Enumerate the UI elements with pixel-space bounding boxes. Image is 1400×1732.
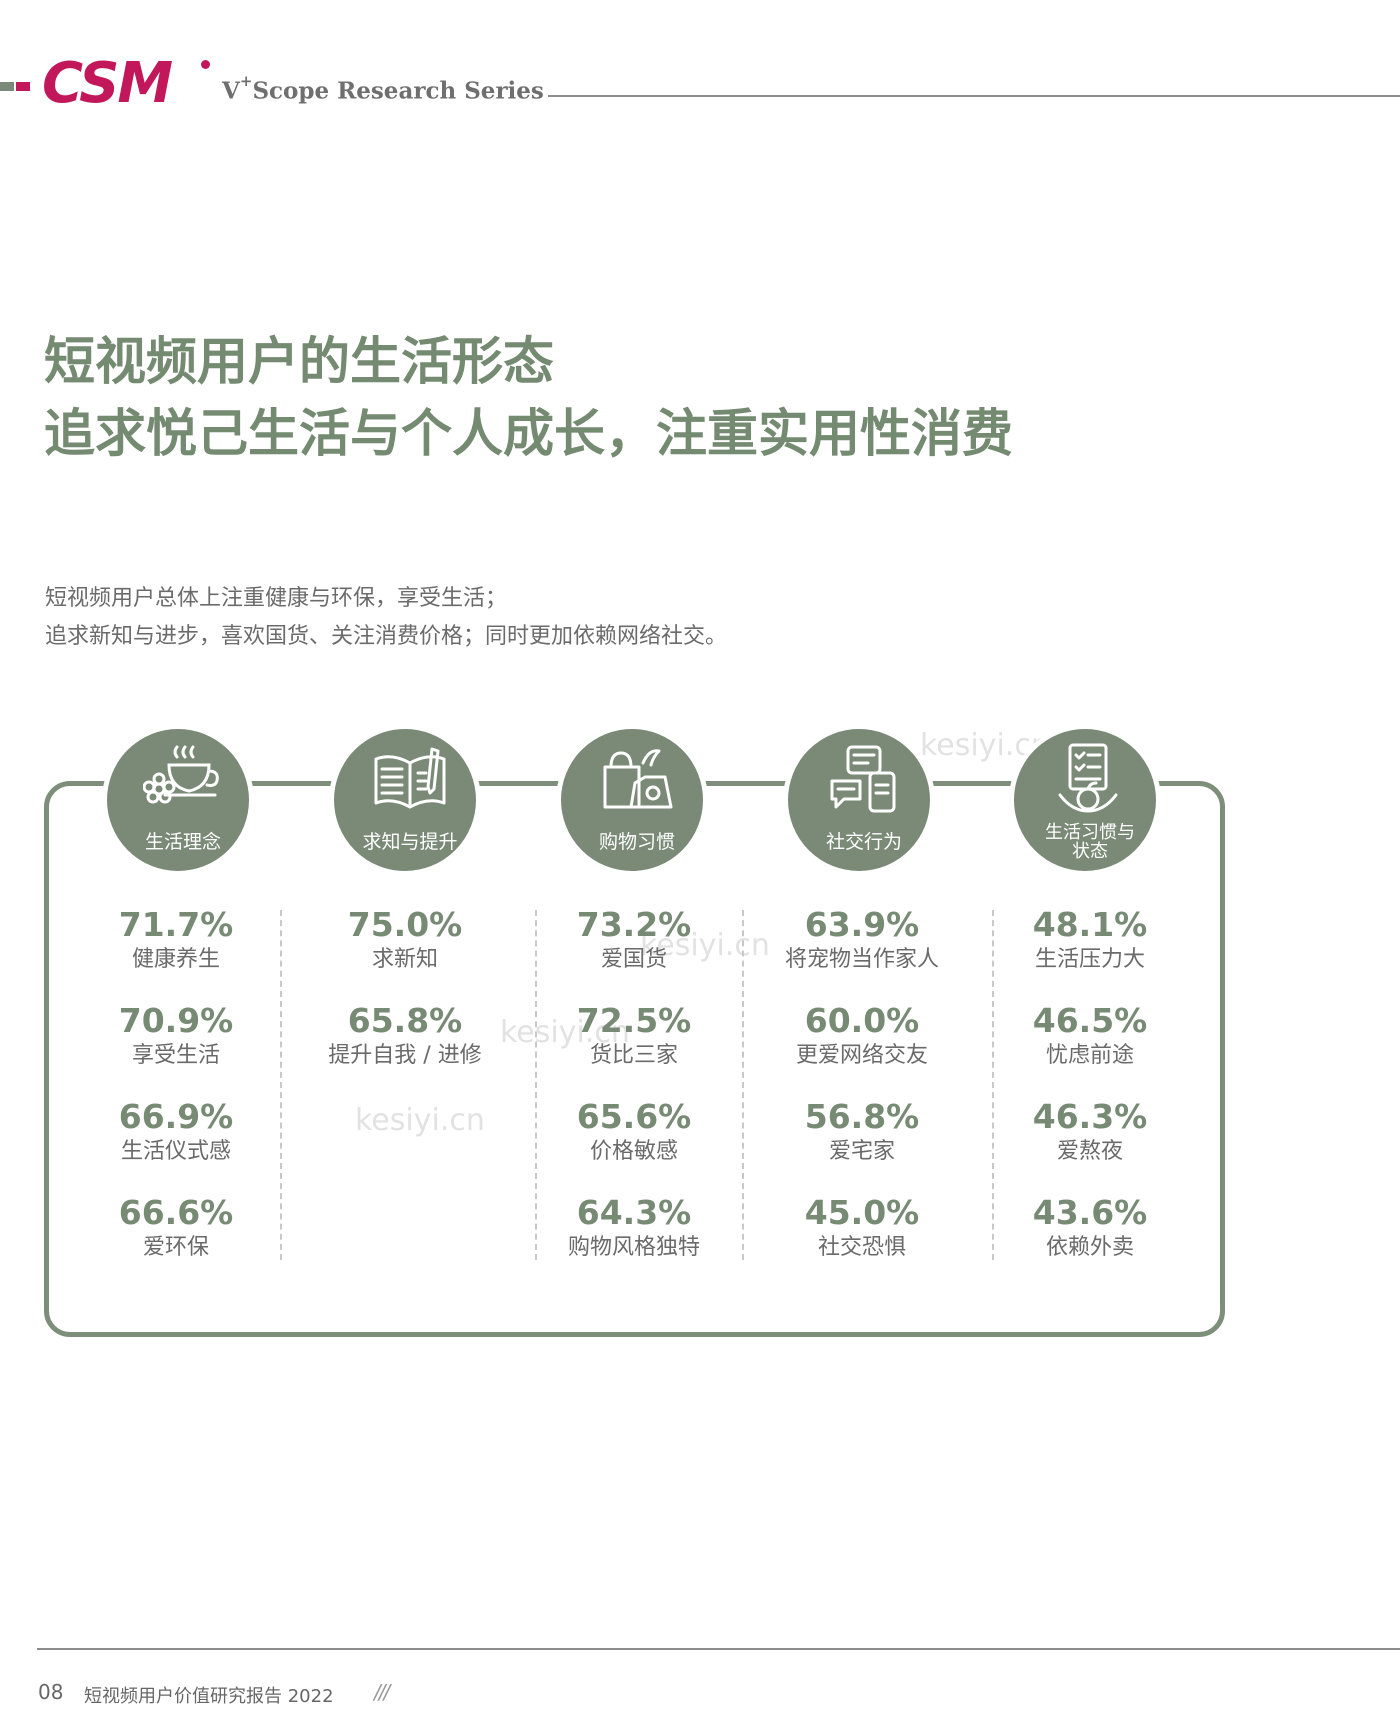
header-accent-mark: [0, 82, 30, 91]
category-label: 求知与提升: [362, 831, 458, 853]
stat-label: 社交恐惧: [817, 1235, 906, 1260]
stat-percent: 71.7%: [118, 905, 234, 944]
category-label: 生活习惯与 状态: [1045, 822, 1135, 862]
stat-label: 健康养生: [131, 947, 220, 972]
stat-percent: 65.8%: [347, 1001, 463, 1040]
stat-label: 购物风格独特: [567, 1235, 700, 1260]
stat-item: 65.8% 提升自我 / 进修: [290, 1001, 520, 1071]
stat-percent: 75.0%: [347, 905, 463, 944]
stat-percent: 70.9%: [118, 1001, 234, 1040]
category-label: 生活理念: [144, 831, 221, 853]
stat-label: 求新知: [371, 947, 438, 972]
stat-item: 48.1% 生活压力大: [975, 905, 1205, 975]
stat-percent: 48.1%: [1032, 905, 1148, 944]
stat-label: 生活压力大: [1034, 947, 1145, 972]
stat-label: 价格敏感: [589, 1139, 678, 1164]
stat-label: 生活仪式感: [120, 1139, 231, 1164]
watermark: kesiyi.cn: [355, 1103, 485, 1138]
stat-item: 72.5% 货比三家: [519, 1001, 749, 1071]
watermark: kesiyi.cn: [500, 1015, 630, 1050]
csm-logo: CSM: [42, 51, 173, 116]
category-shopping: 购物习惯: [556, 724, 708, 876]
stat-item: 65.6% 价格敏感: [519, 1097, 749, 1167]
category-label: 购物习惯: [598, 831, 675, 853]
footer-report-title: 短视频用户价值研究报告 2022: [84, 1686, 334, 1707]
checklist-apple-icon: [1058, 743, 1118, 813]
stat-item: 66.6% 爱环保: [61, 1193, 291, 1263]
book-pen-icon: [374, 747, 446, 809]
stat-item: 64.3% 购物风格独特: [519, 1193, 749, 1263]
stat-item: 71.7% 健康养生: [61, 905, 291, 975]
stat-item: 56.8% 爱宅家: [747, 1097, 977, 1167]
intro-line1: 短视频用户总体上注重健康与环保，享受生活；: [45, 586, 508, 611]
stat-item: 43.6% 依赖外卖: [975, 1193, 1205, 1263]
category-social: 社交行为: [783, 724, 935, 876]
stat-label: 更爱网络交友: [795, 1043, 928, 1068]
stat-item: 60.0% 更爱网络交友: [747, 1001, 977, 1071]
stat-percent: 56.8%: [804, 1097, 920, 1136]
stat-percent: 66.6%: [118, 1193, 234, 1232]
category-learning: 求知与提升: [329, 724, 481, 876]
stat-label: 提升自我 / 进修: [328, 1043, 482, 1068]
category-lifestyle: 生活理念: [102, 724, 254, 876]
stat-label: 爱宅家: [828, 1139, 895, 1164]
logo-dot: [201, 60, 210, 69]
column-divider: [535, 910, 537, 1260]
stat-item: 73.2% 爱国货: [519, 905, 749, 975]
chat-phone-icon: [830, 745, 896, 813]
stat-percent: 64.3%: [576, 1193, 692, 1232]
stat-label: 依赖外卖: [1045, 1235, 1134, 1260]
stat-item: 63.9% 将宠物当作家人: [747, 905, 977, 975]
stat-percent: 66.9%: [118, 1097, 234, 1136]
stat-percent: 45.0%: [804, 1193, 920, 1232]
series-title: V+Scope Research Series: [222, 72, 544, 105]
stat-percent: 72.5%: [576, 1001, 692, 1040]
stat-percent: 60.0%: [804, 1001, 920, 1040]
page-number: 08: [38, 1680, 64, 1704]
stat-label: 货比三家: [589, 1043, 678, 1068]
stat-item: 66.9% 生活仪式感: [61, 1097, 291, 1167]
stat-item: 75.0% 求新知: [290, 905, 520, 975]
shopping-bag-icon: [603, 749, 673, 809]
category-label: 社交行为: [825, 831, 902, 853]
stat-item: 46.5% 忧虑前途: [975, 1001, 1205, 1071]
footer-slashes: ///: [374, 1680, 390, 1704]
stat-percent: 43.6%: [1032, 1193, 1148, 1232]
stat-item: 46.3% 爱熬夜: [975, 1097, 1205, 1167]
intro-line2: 追求新知与进步，喜欢国货、关注消费价格；同时更加依赖网络社交。: [45, 624, 728, 649]
column-divider: [742, 910, 744, 1260]
tea-cup-flower-icon: [143, 745, 219, 804]
page-title-line2: 追求悦己生活与个人成长，注重实用性消费: [44, 405, 1014, 464]
stat-label: 享受生活: [131, 1043, 220, 1068]
stat-percent: 73.2%: [576, 905, 692, 944]
category-habits: 生活习惯与 状态: [1009, 724, 1161, 876]
stat-percent: 65.6%: [576, 1097, 692, 1136]
stat-label: 爱国货: [600, 947, 667, 972]
stat-item: 45.0% 社交恐惧: [747, 1193, 977, 1263]
column-divider: [992, 910, 994, 1260]
column-divider: [280, 910, 282, 1260]
stat-label: 爱环保: [142, 1235, 209, 1260]
stat-percent: 46.5%: [1032, 1001, 1148, 1040]
stat-percent: 46.3%: [1032, 1097, 1148, 1136]
stat-label: 将宠物当作家人: [784, 947, 939, 972]
stat-label: 爱熬夜: [1056, 1139, 1123, 1164]
stat-item: 70.9% 享受生活: [61, 1001, 291, 1071]
footer-rule: [37, 1648, 1400, 1650]
stat-percent: 63.9%: [804, 905, 920, 944]
page-title-line1: 短视频用户的生活形态: [44, 333, 555, 392]
watermark: kesiyi.cn: [640, 928, 770, 963]
header-rule: [548, 95, 1400, 97]
stat-label: 忧虑前途: [1045, 1043, 1134, 1068]
